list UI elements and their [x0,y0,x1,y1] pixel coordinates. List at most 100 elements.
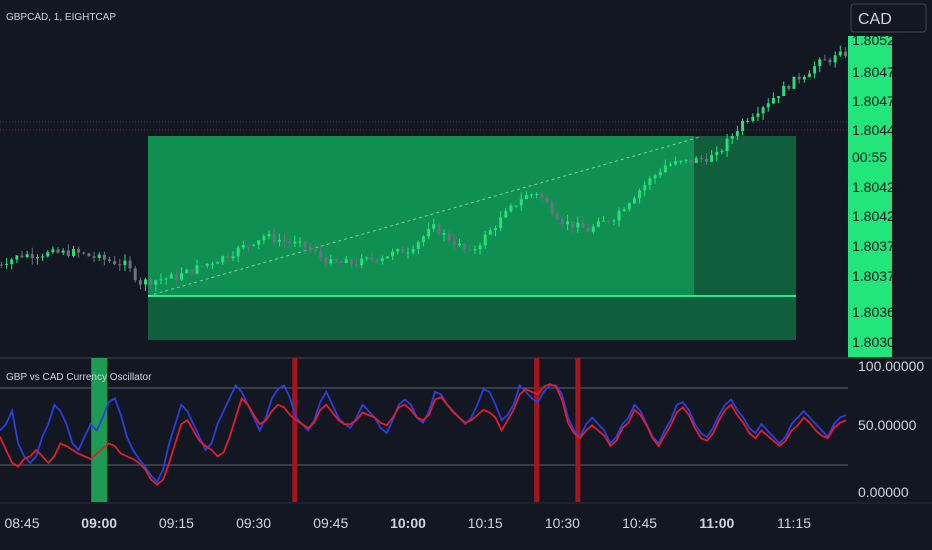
candle-body [30,254,34,259]
candle-body [231,256,235,259]
oscillator-pane[interactable]: GBP vs CAD Currency Oscillator [0,358,848,502]
candle-body [807,73,811,77]
candle-body [463,243,467,250]
candle-body [777,96,781,98]
range-zone-lower [148,296,796,340]
candle-body [421,236,425,243]
oscillator-axis[interactable]: 100.00000 50.00000 0.00000 [858,358,924,500]
candle-body [406,252,410,254]
candle-body [5,264,9,266]
candle-body [298,241,302,243]
candle-body [705,158,709,162]
candle-body [771,97,775,104]
candle-body [843,51,847,57]
time-axis[interactable]: 08:45 09:00 09:15 09:30 09:45 10:00 10:15 10:30… [4,515,811,531]
price-axis-label: 1.80470 [852,93,903,109]
candle-body [509,205,513,212]
candle-body [782,85,786,97]
candle-body [144,279,148,285]
candle-body [699,158,703,160]
candle-body [272,233,276,242]
candle-body [602,220,606,222]
candle-body [735,131,739,136]
candle-body [741,120,745,132]
candle-body [720,151,724,153]
candle-body [442,233,446,235]
candle-body [293,241,297,244]
candle-body [0,264,3,266]
candle-body [607,220,611,222]
candle-body [51,249,55,253]
candle-body [483,234,487,246]
price-axis-label: 1.80308 [852,334,903,350]
candle-body [102,254,106,260]
candle-body [432,224,436,229]
candle-body [792,76,796,89]
candle-body [35,257,39,259]
candle-body [133,268,137,281]
candle-body [10,259,14,265]
candle-body [159,279,163,281]
time-axis-label: 11:15 [777,515,811,531]
oscillator-series-cad [0,383,847,486]
candle-body [56,249,60,253]
candle-body [236,247,240,257]
candle-body [97,254,101,258]
candle-body [180,273,184,280]
candle-body [493,228,497,231]
time-axis-label: 09:45 [313,515,348,531]
price-axis-label: 1.80478 [852,64,903,80]
candle-body [761,107,765,114]
candle-body [391,251,395,257]
candle-body [730,135,734,139]
oscillator-axis-label: 50.00000 [858,417,917,433]
candle-body [566,221,570,225]
candle-body [46,252,50,257]
candle-body [355,264,359,266]
candle-body [540,193,544,198]
candle-body [560,219,564,225]
candle-body [128,260,132,269]
candle-body [324,257,328,264]
price-pane[interactable] [0,45,848,340]
candle-body [123,260,127,266]
candle-body [457,243,461,246]
candle-body [334,259,338,262]
candle-body [61,250,65,253]
price-axis-label: 1.80361 [852,304,903,320]
candle-body [797,76,801,80]
currency-button[interactable]: CAD [850,3,927,33]
time-axis-label: 10:15 [468,515,503,531]
candle-body [401,248,405,254]
candle-body [627,203,631,210]
time-axis-label: 11:00 [699,515,734,531]
candle-body [87,253,91,257]
candle-body [107,259,111,262]
candle-body [339,261,343,263]
candle-body [818,59,822,67]
candle-body [550,202,554,214]
candle-body [746,120,750,122]
oscillator-title: GBP vs CAD Currency Oscillator [6,372,152,383]
candle-body [41,256,45,258]
candle-body [576,222,580,228]
candle-body [668,164,672,166]
range-zone-dark [694,136,796,296]
candle-body [226,256,230,259]
time-axis-label: 10:30 [545,515,580,531]
candle-body [802,76,806,80]
candle-body [308,247,312,250]
price-axis-label: 1.80373 [852,268,903,284]
candle-body [684,159,688,161]
candle-body [545,197,549,203]
candle-body [504,211,508,218]
price-axis[interactable]: 1.80528 1.80478 1.80470 1.80441 00:55 1.80426… [848,32,932,358]
candle-body [725,138,729,152]
candle-body [679,160,683,162]
candle-body [411,248,415,253]
price-axis-label: 1.80528 [852,32,903,48]
candle-body [530,194,534,196]
price-axis-label: 1.80420 [852,208,903,224]
candle-body [488,230,492,235]
candle-body [205,263,209,266]
